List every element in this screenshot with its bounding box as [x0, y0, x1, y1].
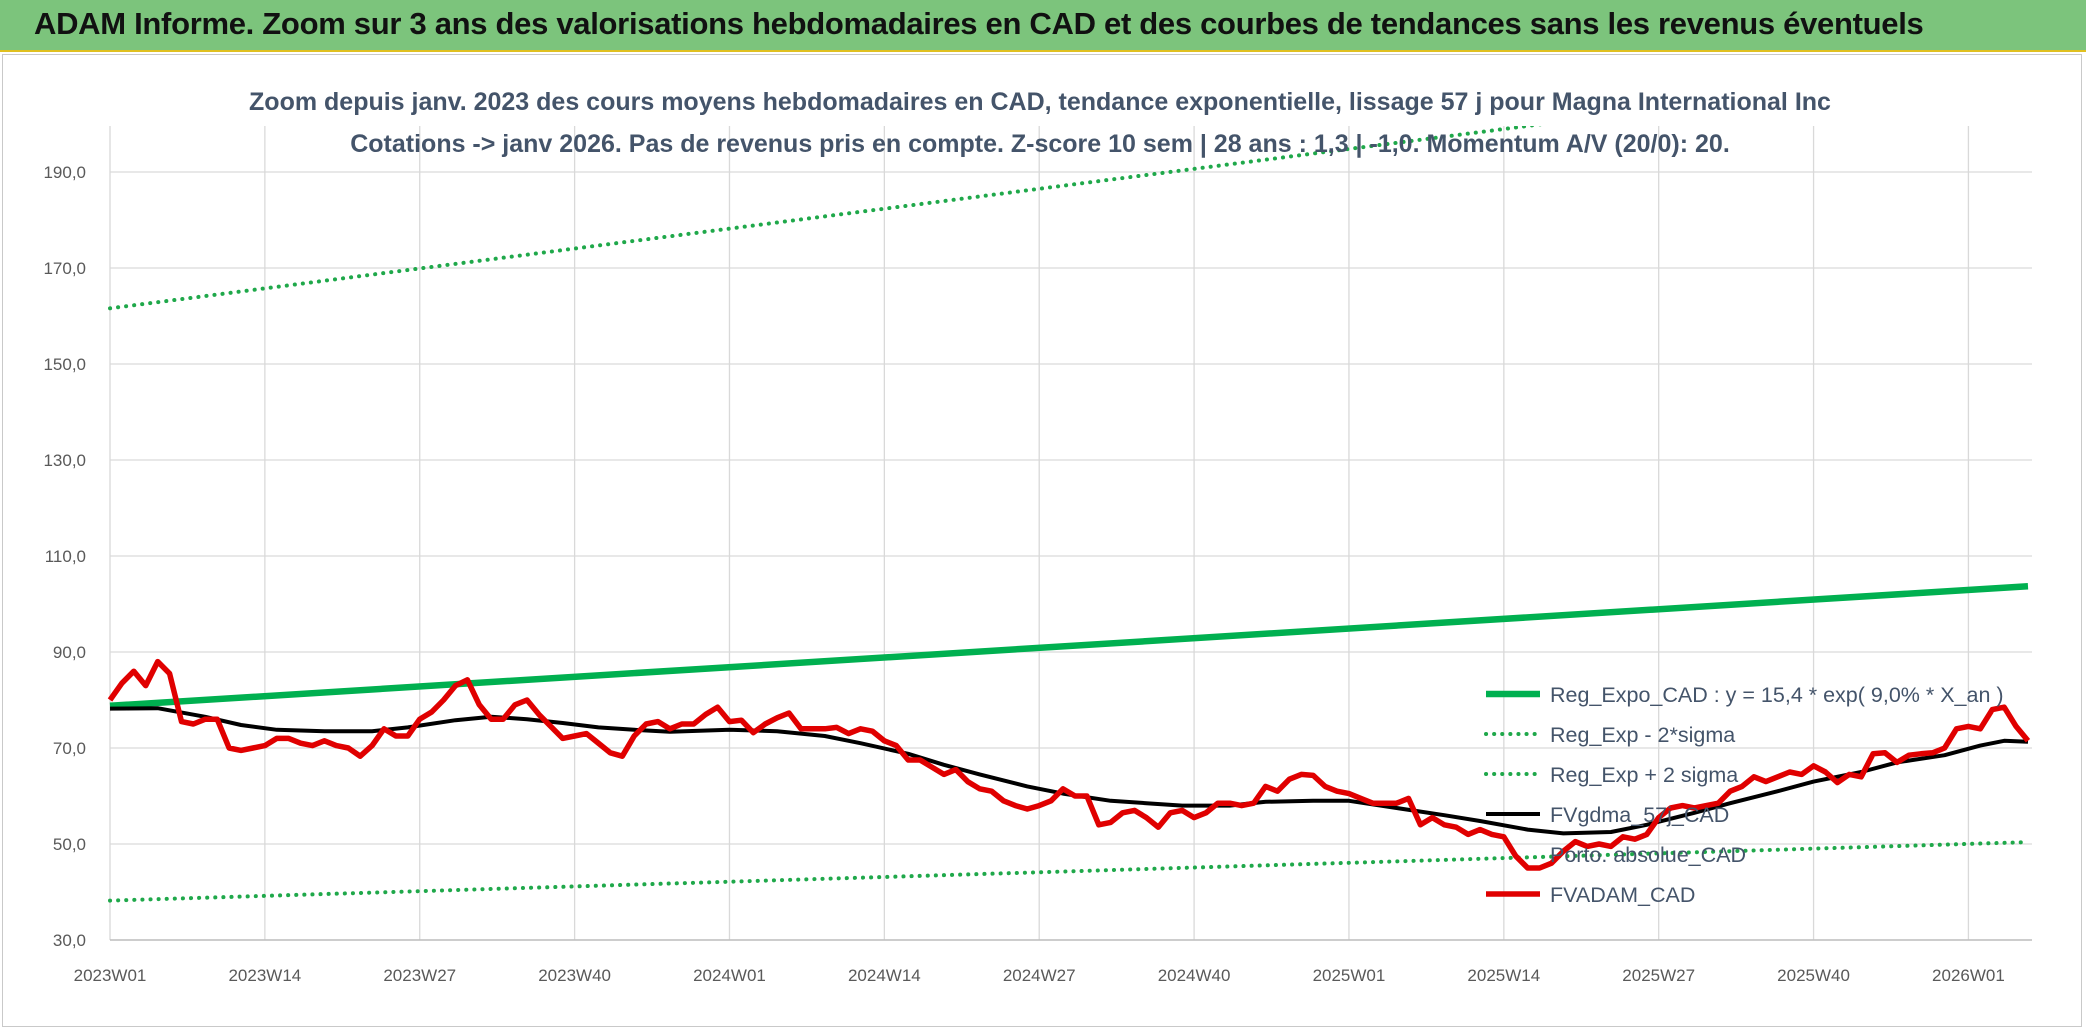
y-tick-label: 90,0	[53, 643, 86, 662]
title-banner: ADAM Informe. Zoom sur 3 ans des valoris…	[0, 0, 2086, 52]
y-tick-label: 190,0	[43, 163, 86, 182]
legend-item: Porto. absolue_CAD	[1550, 843, 1746, 867]
legend-label: Porto. absolue_CAD	[1550, 843, 1746, 867]
legend-label: Reg_Expo_CAD : y = 15,4 * exp( 9,0% * X_…	[1550, 683, 2004, 707]
x-tick-label: 2023W40	[538, 966, 611, 985]
x-tick-label: 2024W27	[1003, 966, 1076, 985]
trend-series	[109, 582, 2029, 710]
upper-sigma-series	[108, 126, 1543, 311]
x-tick-label: 2025W40	[1777, 966, 1850, 985]
chart-frame	[2, 54, 2082, 1027]
legend-item: FVADAM_CAD	[1486, 883, 1695, 907]
x-tick-label: 2024W14	[848, 966, 921, 985]
x-tick-label: 2023W27	[383, 966, 456, 985]
y-tick-label: 170,0	[43, 259, 86, 278]
legend-label: Reg_Exp + 2 sigma	[1550, 763, 1738, 787]
x-tick-label: 2023W14	[228, 966, 301, 985]
y-tick-label: 150,0	[43, 355, 86, 374]
legend-label: FVADAM_CAD	[1550, 883, 1695, 907]
legend-item: Reg_Exp + 2 sigma	[1484, 763, 1738, 787]
y-tick-label: 130,0	[43, 451, 86, 470]
legend-item: Reg_Exp - 2*sigma	[1484, 723, 1735, 747]
price-series	[107, 658, 2031, 871]
chart-title: Zoom depuis janv. 2023 des cours moyens …	[249, 88, 1831, 116]
y-tick-label: 70,0	[53, 739, 86, 758]
chart-subtitle: Cotations -> janv 2026. Pas de revenus p…	[350, 130, 1730, 158]
x-tick-label: 2025W27	[1622, 966, 1695, 985]
x-tick-label: 2025W14	[1467, 966, 1540, 985]
x-tick-label: 2026W01	[1932, 966, 2005, 985]
page-title: ADAM Informe. Zoom sur 3 ans des valoris…	[34, 6, 1924, 41]
legend-label: FVgdma_57j_CAD	[1550, 803, 1729, 827]
x-tick-label: 2024W01	[693, 966, 766, 985]
y-tick-label: 50,0	[53, 835, 86, 854]
x-tick-label: 2025W01	[1313, 966, 1386, 985]
legend-item: Reg_Expo_CAD : y = 15,4 * exp( 9,0% * X_…	[1486, 683, 2004, 707]
y-tick-label: 30,0	[53, 931, 86, 950]
x-tick-label: 2023W01	[74, 966, 147, 985]
smoothed-series	[109, 706, 2029, 836]
y-tick-label: 110,0	[45, 547, 86, 566]
legend-item: FVgdma_57j_CAD	[1486, 803, 1729, 827]
x-tick-label: 2024W40	[1158, 966, 1231, 985]
legend-label: Reg_Exp - 2*sigma	[1550, 723, 1735, 747]
